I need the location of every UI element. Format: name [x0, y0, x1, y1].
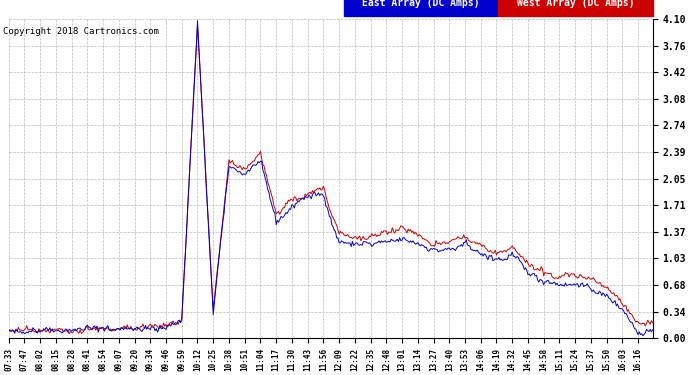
Text: Copyright 2018 Cartronics.com: Copyright 2018 Cartronics.com: [3, 27, 159, 36]
